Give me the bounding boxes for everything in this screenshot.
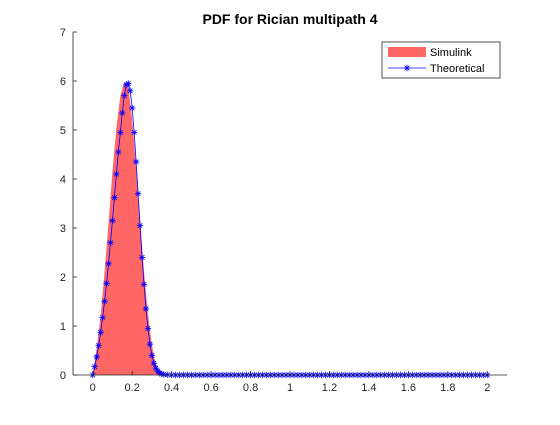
marker-stroke bbox=[107, 240, 114, 246]
x-tick-label: 0.8 bbox=[243, 382, 258, 394]
series-marker bbox=[99, 314, 106, 321]
series-marker bbox=[117, 129, 124, 136]
series-marker bbox=[109, 217, 116, 224]
marker-stroke bbox=[98, 329, 104, 335]
marker-stroke bbox=[147, 341, 153, 347]
marker-stroke bbox=[96, 343, 102, 349]
marker-stroke bbox=[117, 129, 123, 136]
y-tick-label: 1 bbox=[60, 321, 66, 333]
marker-stroke bbox=[100, 315, 106, 321]
series-marker bbox=[132, 158, 140, 166]
marker-stroke bbox=[121, 93, 127, 99]
series-marker bbox=[142, 305, 150, 313]
marker-stroke bbox=[137, 222, 143, 229]
series-marker bbox=[134, 190, 142, 197]
legend-label: Simulink bbox=[430, 47, 472, 59]
series-marker bbox=[148, 352, 156, 359]
marker-stroke bbox=[125, 80, 131, 87]
y-tick-label: 6 bbox=[60, 76, 66, 88]
series-marker bbox=[91, 363, 98, 370]
x-tick-label: 0.2 bbox=[125, 382, 140, 394]
y-tick-label: 2 bbox=[60, 272, 66, 284]
marker-stroke bbox=[149, 352, 155, 358]
marker-stroke bbox=[109, 218, 116, 224]
y-tick-label: 7 bbox=[60, 27, 66, 39]
x-tick-label: 0.4 bbox=[164, 382, 179, 394]
marker-stroke bbox=[141, 281, 147, 287]
x-tick-label: 1.2 bbox=[322, 382, 337, 394]
series-marker bbox=[119, 109, 126, 117]
marker-stroke bbox=[101, 298, 108, 305]
series-marker bbox=[140, 281, 148, 288]
x-tick-label: 0.6 bbox=[203, 382, 218, 394]
series-marker bbox=[127, 87, 134, 94]
series-marker bbox=[144, 325, 152, 332]
marker-stroke bbox=[113, 171, 119, 177]
series-marker bbox=[128, 104, 136, 112]
marker-stroke bbox=[94, 354, 100, 360]
y-tick-label: 0 bbox=[60, 370, 66, 382]
series-marker bbox=[113, 170, 120, 178]
legend-marker bbox=[404, 65, 410, 71]
series-marker bbox=[136, 222, 144, 229]
y-tick-label: 4 bbox=[60, 174, 66, 186]
series-marker bbox=[107, 239, 114, 246]
series-marker bbox=[93, 353, 100, 361]
series-marker bbox=[146, 340, 154, 348]
marker-stroke bbox=[115, 149, 121, 155]
series-marker bbox=[111, 194, 118, 201]
marker-stroke bbox=[143, 306, 149, 312]
marker-stroke bbox=[131, 129, 137, 136]
series-marker bbox=[103, 280, 110, 287]
x-tick-label: 1 bbox=[287, 382, 293, 394]
marker-stroke bbox=[153, 365, 159, 371]
marker-stroke bbox=[129, 105, 135, 111]
x-tick-label: 1.4 bbox=[361, 382, 376, 394]
legend: Simulink Theoretical bbox=[381, 41, 501, 79]
marker-stroke bbox=[161, 371, 167, 378]
series-marker bbox=[101, 298, 108, 305]
marker-stroke bbox=[127, 88, 133, 94]
marker-stroke bbox=[105, 261, 112, 267]
series-marker bbox=[152, 364, 160, 372]
marker-stroke bbox=[157, 370, 163, 376]
legend-swatch-area bbox=[388, 47, 426, 57]
series-marker bbox=[121, 92, 128, 99]
marker-stroke bbox=[119, 110, 125, 116]
marker-stroke bbox=[111, 195, 118, 201]
marker-stroke bbox=[159, 371, 165, 377]
legend-label: Theoretical bbox=[430, 63, 484, 75]
y-tick-label: 5 bbox=[60, 125, 66, 137]
series-marker bbox=[130, 129, 138, 136]
series-marker bbox=[115, 148, 122, 156]
series-marker bbox=[105, 260, 112, 267]
marker-stroke bbox=[139, 254, 145, 260]
marker-stroke bbox=[151, 360, 157, 366]
x-tick-label: 1.6 bbox=[401, 382, 416, 394]
series-marker bbox=[97, 329, 104, 336]
series-marker bbox=[95, 342, 102, 349]
marker-stroke bbox=[103, 280, 110, 286]
marker-stroke bbox=[145, 325, 151, 332]
chart-title: PDF for Rician multipath 4 bbox=[202, 11, 377, 27]
marker-stroke bbox=[133, 159, 139, 165]
y-tick-label: 3 bbox=[60, 223, 66, 235]
marker-stroke bbox=[135, 191, 141, 197]
series-marker bbox=[150, 360, 158, 367]
marker-stroke bbox=[92, 364, 98, 370]
series-marker bbox=[125, 80, 132, 87]
x-tick-label: 0 bbox=[90, 382, 96, 394]
series-area-0 bbox=[92, 81, 172, 375]
x-tick-label: 2 bbox=[484, 382, 490, 394]
series-marker bbox=[138, 254, 146, 261]
x-tick-label: 1.8 bbox=[440, 382, 455, 394]
series-marker bbox=[158, 370, 165, 378]
